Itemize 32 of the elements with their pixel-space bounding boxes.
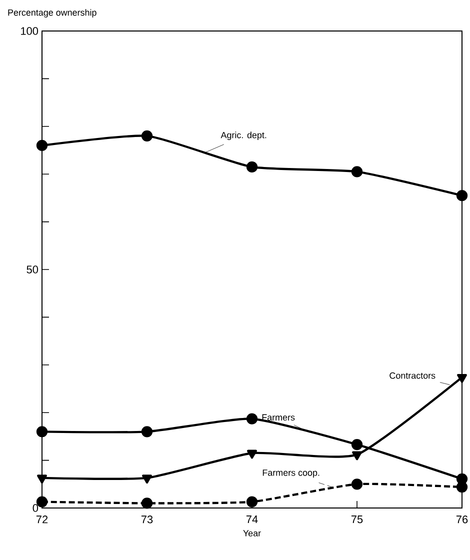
point bbox=[247, 450, 257, 459]
x-tick-label: 74 bbox=[246, 516, 258, 524]
point bbox=[36, 496, 48, 508]
point bbox=[352, 451, 362, 460]
point bbox=[141, 426, 153, 438]
x-tick-label: 72 bbox=[36, 516, 48, 524]
y-tick-label: 100 bbox=[21, 27, 38, 35]
point bbox=[351, 478, 363, 490]
point bbox=[142, 474, 152, 484]
series-label: Farmers bbox=[262, 414, 295, 421]
y-tick-label: 0 bbox=[32, 504, 38, 512]
point bbox=[246, 161, 258, 173]
x-tick-label: 73 bbox=[141, 516, 153, 524]
x-tick-label: 76 bbox=[456, 516, 468, 524]
point bbox=[457, 374, 467, 383]
point bbox=[37, 474, 47, 484]
point bbox=[351, 438, 363, 450]
series-label: Contractors bbox=[390, 372, 436, 379]
series-label: Farmers coop. bbox=[262, 470, 320, 478]
point bbox=[36, 140, 48, 152]
point bbox=[36, 426, 48, 438]
point bbox=[351, 166, 363, 178]
y-axis-title: Percentage ownership bbox=[8, 9, 96, 18]
point bbox=[456, 190, 468, 202]
x-axis-title: Year bbox=[243, 530, 261, 536]
point bbox=[246, 413, 258, 424]
point bbox=[141, 498, 153, 509]
series-label: Agric. dept. bbox=[220, 132, 266, 140]
y-tick-label: 50 bbox=[26, 266, 38, 274]
point bbox=[141, 130, 153, 142]
point bbox=[246, 496, 258, 508]
x-tick-label: 75 bbox=[351, 516, 363, 524]
